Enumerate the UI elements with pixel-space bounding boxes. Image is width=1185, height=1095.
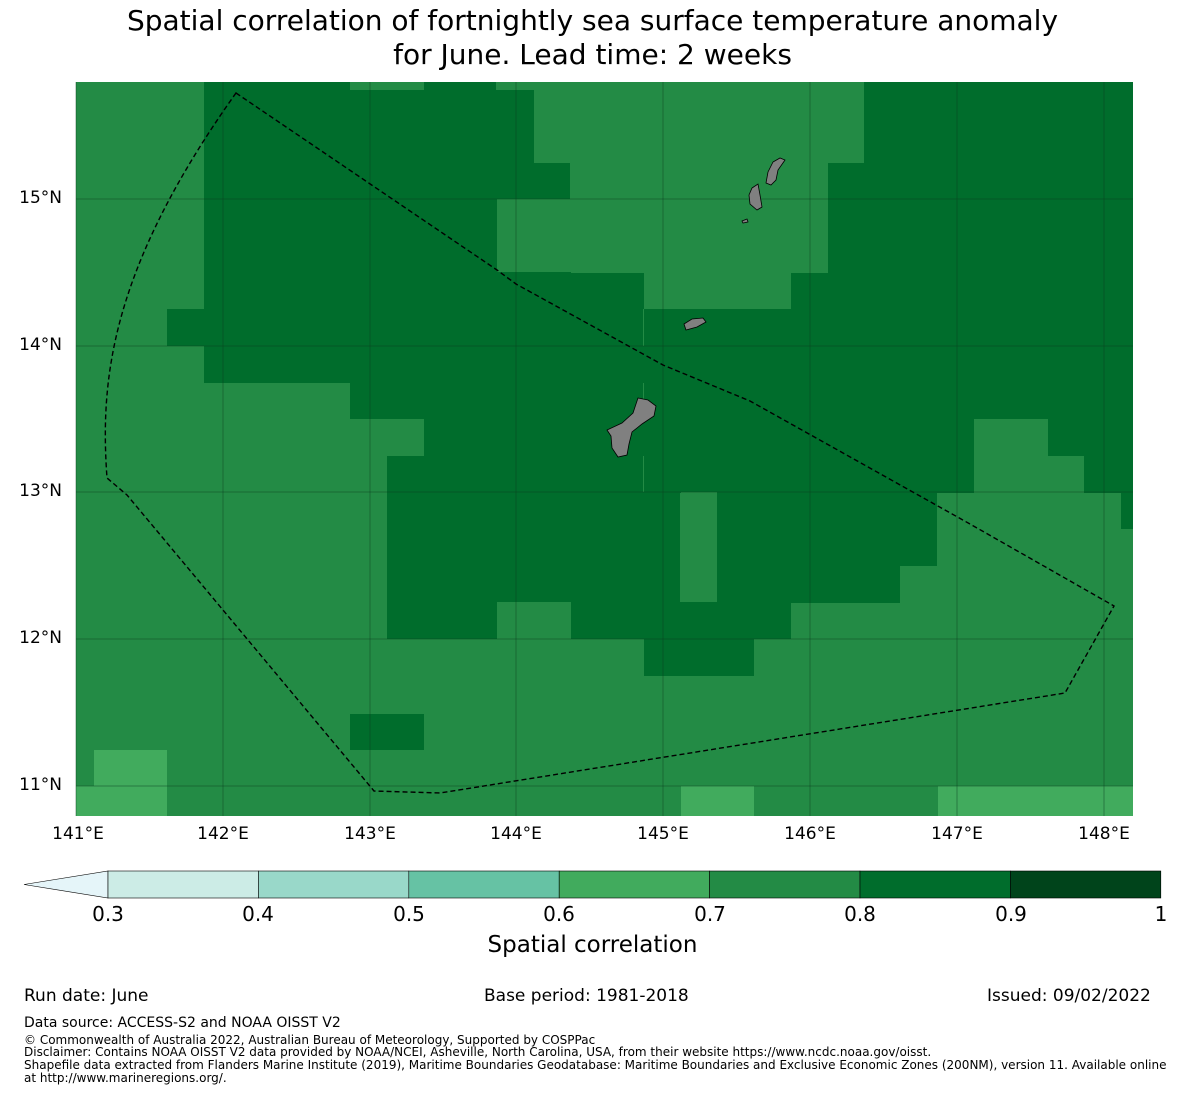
- colorbar-segment: [558, 870, 710, 899]
- correlation-cell: [204, 163, 570, 200]
- correlation-cell: [717, 529, 937, 566]
- correlation-cell: [1121, 492, 1133, 529]
- colorbar-tick: 0.6: [543, 902, 575, 926]
- correlation-cell: [204, 346, 644, 383]
- lon-label: 146°E: [784, 824, 836, 844]
- correlation-cell: [938, 786, 1133, 816]
- correlation-cell: [424, 82, 496, 90]
- lon-label: 148°E: [1078, 824, 1130, 844]
- correlation-cell: [864, 82, 1133, 126]
- colorbar-tick: 1: [1154, 902, 1168, 926]
- colorbar-segment: [1010, 870, 1162, 899]
- data-source: Data source: ACCESS-S2 and NOAA OISST V2: [24, 1015, 341, 1031]
- correlation-cell: [387, 456, 643, 493]
- issued-date: Issued: 09/02/2022: [987, 986, 1151, 1006]
- correlation-map: [75, 82, 1133, 816]
- colorbar-segment: [258, 870, 410, 899]
- lat-label: 13°N: [19, 481, 62, 501]
- chart-title-line1: Spatial correlation of fortnightly sea s…: [126, 4, 1059, 37]
- correlation-cell: [204, 90, 534, 163]
- correlation-cell: [1048, 456, 1084, 493]
- lat-label: 14°N: [19, 335, 62, 355]
- chart-title-line2: for June. Lead time: 2 weeks: [393, 38, 792, 71]
- correlation-cell: [974, 419, 1048, 492]
- colorbar-segments: [23, 870, 1162, 899]
- correlation-cell: [717, 492, 937, 529]
- colorbar-tick: 0.4: [242, 902, 274, 926]
- correlation-cell: [167, 309, 643, 346]
- shapefile-credit: Shapefile data extracted from Flanders M…: [24, 1058, 1167, 1085]
- gridlines: [75, 82, 1133, 816]
- correlation-cell: [1048, 419, 1133, 456]
- disclaimer: Disclaimer: Contains NOAA OISST V2 data …: [24, 1045, 932, 1059]
- correlation-cell: [1084, 456, 1133, 493]
- eez-boundary: [104, 92, 1115, 794]
- correlation-cell: [791, 272, 1133, 419]
- colorbar-segment: [107, 870, 259, 899]
- correlation-cell: [497, 199, 644, 272]
- copyright-notice: © Commonwealth of Australia 2022, Austra…: [24, 1033, 596, 1047]
- lat-label: 11°N: [19, 775, 62, 795]
- rota-island: [683, 317, 707, 331]
- colorbar-segment: [709, 870, 861, 899]
- correlation-cell: [681, 786, 754, 816]
- colorbar-tick: 0.7: [694, 902, 726, 926]
- lon-label: 147°E: [931, 824, 983, 844]
- lat-label: 12°N: [19, 628, 62, 648]
- correlation-cell: [828, 126, 1133, 273]
- correlation-cell: [681, 492, 717, 529]
- lon-label: 144°E: [490, 824, 542, 844]
- tinian-island: [748, 183, 763, 211]
- correlation-cell: [644, 272, 791, 309]
- lon-label: 143°E: [344, 824, 396, 844]
- colorbar-tick: 0.3: [92, 902, 124, 926]
- correlation-cell: [204, 199, 497, 273]
- colorbar-extend-arrow: [23, 870, 109, 899]
- correlation-cell: [644, 639, 754, 676]
- correlation-cell: [717, 566, 900, 603]
- aguijan-island: [741, 218, 749, 224]
- islands: [606, 157, 786, 458]
- saipan-island: [765, 157, 786, 186]
- correlation-cell: [350, 714, 424, 750]
- correlation-cells: [76, 82, 1133, 816]
- run-date: Run date: June: [24, 986, 149, 1006]
- colorbar-tick: 0.8: [844, 902, 876, 926]
- colorbar-tick: 0.9: [995, 902, 1027, 926]
- correlation-cell: [387, 492, 680, 602]
- lon-label: 145°E: [637, 824, 689, 844]
- correlation-cell: [94, 750, 167, 787]
- correlation-cell: [571, 602, 791, 639]
- correlation-cell: [387, 602, 497, 639]
- correlation-cell: [350, 82, 424, 90]
- colorbar-segment: [408, 870, 560, 899]
- lon-label: 141°E: [52, 824, 104, 844]
- correlation-cell: [424, 419, 644, 456]
- correlation-cell: [350, 382, 643, 419]
- colorbar-tick: 0.5: [393, 902, 425, 926]
- correlation-cell: [204, 272, 644, 309]
- lon-label: 142°E: [197, 824, 249, 844]
- colorbar-label: Spatial correlation: [487, 932, 698, 958]
- guam-island: [606, 397, 657, 458]
- correlation-cell: [76, 786, 167, 816]
- base-period: Base period: 1981-2018: [484, 986, 689, 1006]
- lat-label: 15°N: [19, 188, 62, 208]
- colorbar-segment: [859, 870, 1011, 899]
